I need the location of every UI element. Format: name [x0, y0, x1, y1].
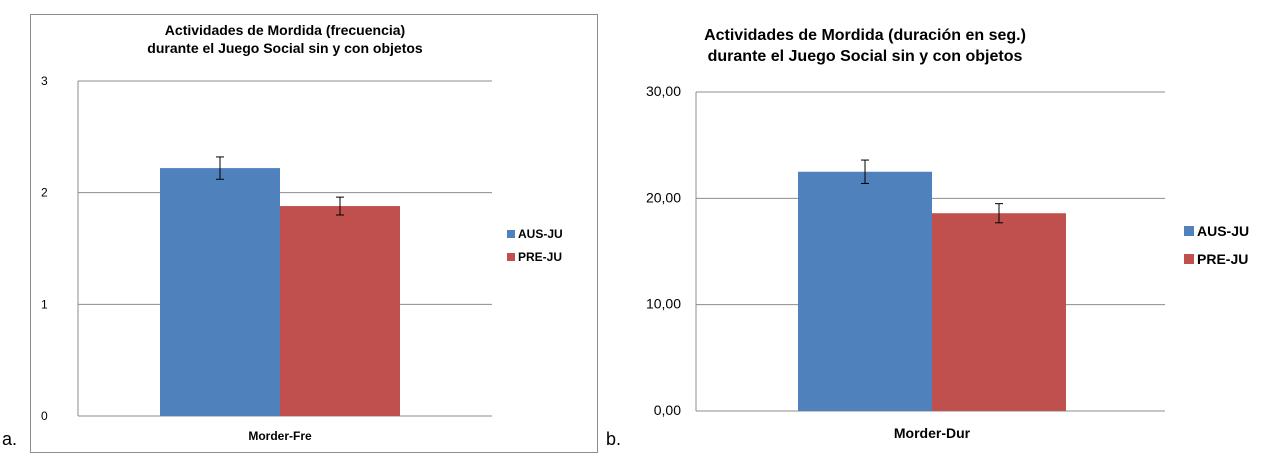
chart-b-title-line1: Actividades de Mordida (duración en seg.… [704, 27, 1026, 44]
panel-label-b: b. [606, 429, 622, 449]
chart-a-legend-swatch-aus-ju [507, 230, 515, 238]
chart-b-title-line2: durante el Juego Social sin y con objeto… [708, 48, 1023, 65]
chart-b-legend-label-aus-ju: AUS-JU [1197, 223, 1249, 239]
chart-a-category-label: Morder-Fre [248, 429, 312, 443]
chart-b: Actividades de Mordida (duración en seg.… [627, 12, 1275, 453]
chart-a-legend-label-pre-ju: PRE-JU [518, 250, 562, 264]
chart-b-category-label: Morder-Dur [894, 425, 971, 441]
chart-a-legend-swatch-pre-ju [507, 253, 515, 261]
chart-b-bar-pre-ju [932, 213, 1066, 411]
chart-b-legend-swatch-aus-ju [1184, 226, 1194, 236]
chart-a-title-line1: Actividades de Mordida (frecuencia) [165, 22, 405, 38]
chart-a-ytick-label: 2 [41, 186, 48, 200]
chart-a-legend-label-aus-ju: AUS-JU [518, 227, 563, 241]
chart-a-bar-pre-ju [280, 206, 400, 416]
chart-a-title-line2: durante el Juego Social sin y con objeto… [147, 40, 423, 56]
chart-a-svg: Actividades de Mordida (frecuencia) dura… [41, 22, 563, 443]
chart-b-legend-label-pre-ju: PRE-JU [1197, 251, 1248, 267]
chart-a-ytick-label: 3 [41, 74, 48, 88]
panel-label-a: a. [2, 429, 18, 449]
chart-b-svg: Actividades de Mordida (duración en seg.… [646, 27, 1249, 441]
chart-a-ytick-label: 1 [41, 297, 48, 311]
chart-a-ytick-label: 0 [41, 409, 48, 423]
chart-a: Actividades de Mordida (frecuencia) dura… [30, 14, 598, 453]
chart-b-ytick-label: 20,00 [646, 189, 681, 205]
chart-b-ytick-label: 10,00 [646, 296, 681, 312]
chart-b-ytick-label: 30,00 [646, 83, 681, 99]
chart-a-bar-aus-ju [160, 168, 280, 416]
chart-b-bar-aus-ju [798, 171, 932, 411]
chart-b-legend-swatch-pre-ju [1184, 254, 1194, 264]
chart-b-ytick-label: 0,00 [654, 402, 681, 418]
